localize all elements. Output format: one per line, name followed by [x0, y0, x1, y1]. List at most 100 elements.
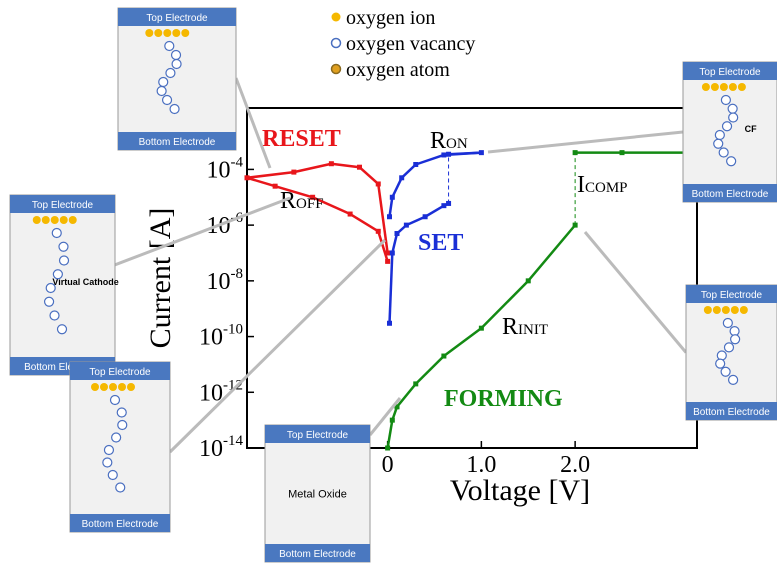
- vacancy: [156, 85, 167, 97]
- data-point: [572, 222, 578, 228]
- ion: [181, 29, 190, 37]
- series-segment: [377, 183, 389, 254]
- data-point: [441, 203, 447, 209]
- ion: [737, 83, 746, 91]
- y-tick-exponent: -4: [231, 154, 244, 170]
- data-point: [394, 231, 400, 237]
- inset-label: Metal Oxide: [288, 489, 347, 501]
- ion: [91, 383, 99, 391]
- series-segment: [349, 212, 379, 233]
- ion: [118, 383, 126, 391]
- bottom-electrode: [118, 132, 236, 150]
- ion: [41, 216, 50, 224]
- data-point: [310, 194, 316, 200]
- legend-label: oxygen vacancy: [346, 33, 475, 55]
- vacancy: [170, 49, 182, 61]
- series-label: RESET: [262, 126, 341, 152]
- inset-frame: [685, 284, 777, 421]
- series-segment: [480, 279, 530, 330]
- data-point: [375, 181, 381, 187]
- series-segment: [396, 383, 417, 408]
- series-segment: [246, 176, 276, 188]
- x-axis-label: Voltage [V]: [450, 474, 590, 507]
- series-segment: [391, 177, 403, 198]
- data-point: [385, 258, 391, 264]
- vacancy: [169, 103, 180, 115]
- data-point: [291, 169, 297, 175]
- series-segment: [358, 166, 380, 185]
- series-segment: [386, 419, 394, 449]
- pointer-arrow: [583, 231, 688, 354]
- series-segment: [388, 197, 394, 217]
- x-tick-label: 1.0: [466, 452, 496, 478]
- vacancy: [714, 129, 725, 141]
- ion: [68, 216, 77, 224]
- ion: [701, 83, 710, 91]
- vacancy: [730, 334, 741, 345]
- ion: [721, 306, 730, 314]
- annotation-main: R: [502, 314, 518, 340]
- y-tick-label: 10-10: [199, 322, 243, 351]
- inset-bottom-label: Bottom Electrode: [692, 189, 769, 200]
- inset-top-label: Top Electrode: [89, 367, 151, 378]
- legend-label: oxygen atom: [346, 59, 450, 81]
- data-point: [385, 445, 391, 451]
- inset-frame: [9, 194, 116, 376]
- series-segment: [246, 170, 295, 180]
- ion: [154, 29, 163, 37]
- inset-bottom-label: Bottom Electrode: [693, 407, 770, 418]
- legend-label: oxygen ion: [346, 7, 435, 29]
- x-tick-label: 0: [382, 452, 394, 478]
- y-tick-base: 10: [199, 436, 223, 462]
- data-point: [446, 200, 452, 206]
- top-electrode: [118, 8, 236, 26]
- annotation-sub: COMP: [585, 180, 628, 196]
- annotation-main: R: [430, 128, 446, 154]
- vacancy: [158, 76, 169, 88]
- y-tick-exponent: -8: [231, 266, 244, 282]
- top-electrode: [10, 195, 115, 213]
- data-point: [244, 175, 250, 181]
- ion: [59, 216, 68, 224]
- series-segment: [414, 355, 445, 385]
- vacancy: [715, 358, 726, 369]
- data-point: [478, 150, 484, 156]
- series-line: [247, 164, 388, 262]
- top-electrode: [70, 362, 170, 380]
- annotation: RINIT: [502, 314, 548, 340]
- x-tick-label: 2.0: [560, 452, 590, 478]
- vacancy: [51, 227, 62, 239]
- series-segment: [415, 153, 445, 166]
- vacancy: [720, 94, 732, 106]
- vacancy: [58, 255, 70, 266]
- top-electrode: [683, 62, 777, 80]
- series-segment: [274, 184, 313, 199]
- data-point: [389, 417, 395, 423]
- data-point: [619, 150, 625, 156]
- inset-top-label: Top Electrode: [146, 13, 208, 24]
- ion: [145, 29, 154, 37]
- annotation: RON: [430, 128, 468, 154]
- vacancy: [109, 394, 121, 406]
- data-point: [441, 353, 447, 359]
- vacancy: [102, 457, 113, 468]
- vacancy: [45, 282, 56, 294]
- series-label: SET: [418, 230, 463, 256]
- ion: [127, 383, 135, 391]
- series-segment: [293, 162, 332, 174]
- ion: [50, 216, 59, 224]
- bottom-electrode: [686, 402, 777, 420]
- data-point: [389, 194, 395, 200]
- y-tick-label: 10-8: [207, 266, 244, 295]
- ion: [712, 306, 721, 314]
- inset-top-label: Top Electrode: [32, 200, 94, 211]
- series-segment: [377, 230, 389, 262]
- series-segment: [527, 224, 577, 282]
- data-point: [572, 150, 578, 156]
- y-tick-label: 10-6: [207, 210, 244, 239]
- ion: [719, 83, 728, 91]
- vacancy: [58, 241, 69, 252]
- vacancy: [171, 58, 182, 70]
- vacancy: [116, 407, 127, 418]
- data-point: [387, 214, 392, 220]
